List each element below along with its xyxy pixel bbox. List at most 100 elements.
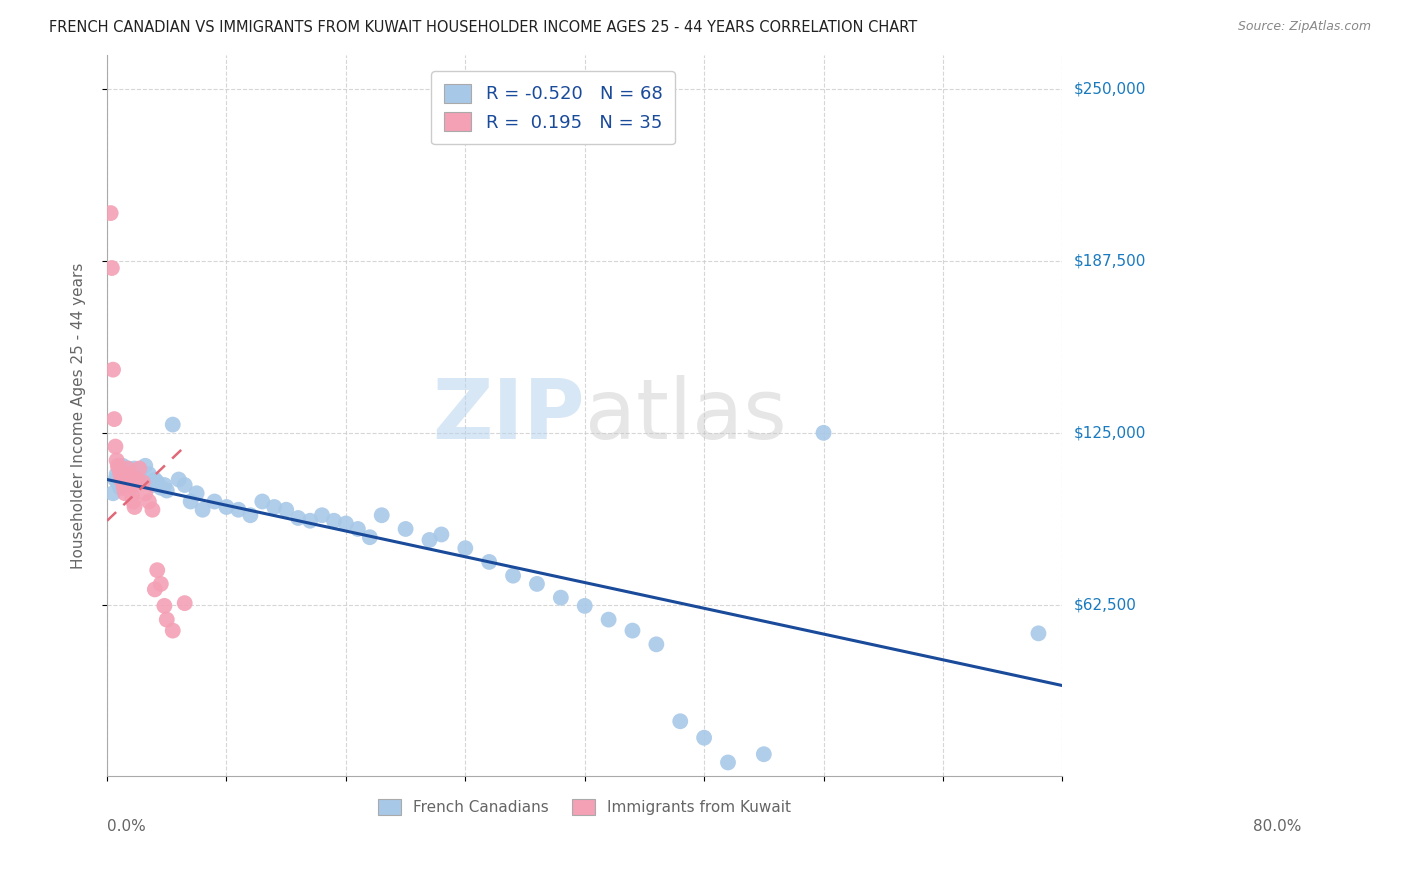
Point [112, 478, 135, 492]
Point [204, 494, 226, 508]
Point [121, 489, 143, 503]
Point [156, 483, 179, 498]
Point [112, 481, 135, 495]
Point [117, 467, 139, 481]
Point [132, 475, 155, 490]
Point [104, 473, 127, 487]
Point [669, 714, 692, 729]
Point [180, 494, 202, 508]
Point [418, 533, 440, 547]
Point [186, 486, 208, 500]
Point [173, 478, 195, 492]
Text: atlas: atlas [585, 376, 786, 456]
Point [359, 530, 381, 544]
Point [108, 461, 131, 475]
Point [141, 502, 163, 516]
Point [478, 555, 501, 569]
Text: 0.0%: 0.0% [107, 820, 146, 834]
Text: FRENCH CANADIAN VS IMMIGRANTS FROM KUWAIT HOUSEHOLDER INCOME AGES 25 - 44 YEARS : FRENCH CANADIAN VS IMMIGRANTS FROM KUWAI… [49, 20, 918, 35]
Point [117, 467, 139, 481]
Point [122, 494, 145, 508]
Point [138, 467, 160, 481]
Point [141, 478, 163, 492]
Point [122, 473, 145, 487]
Point [101, 362, 124, 376]
Point [107, 475, 129, 490]
Point [120, 475, 142, 490]
Point [167, 473, 190, 487]
Point [111, 458, 134, 473]
Text: $62,500: $62,500 [1074, 597, 1136, 612]
Point [115, 473, 138, 487]
Point [173, 596, 195, 610]
Point [105, 467, 128, 481]
Point [215, 500, 238, 514]
Point [1028, 626, 1050, 640]
Point [149, 481, 172, 495]
Point [128, 461, 150, 475]
Point [311, 508, 333, 523]
Y-axis label: Householder Income Ages 25 - 44 years: Householder Income Ages 25 - 44 years [72, 262, 86, 569]
Point [191, 502, 214, 516]
Point [138, 494, 160, 508]
Point [108, 481, 131, 495]
Text: $250,000: $250,000 [1074, 82, 1146, 97]
Point [146, 563, 169, 577]
Point [115, 475, 138, 490]
Point [335, 516, 357, 531]
Point [394, 522, 416, 536]
Point [124, 461, 146, 475]
Point [502, 568, 524, 582]
Text: $125,000: $125,000 [1074, 425, 1146, 441]
Point [114, 473, 136, 487]
Point [110, 473, 132, 487]
Point [693, 731, 716, 745]
Point [117, 461, 139, 475]
Point [156, 613, 179, 627]
Point [105, 453, 128, 467]
Point [228, 502, 250, 516]
Point [118, 475, 141, 490]
Point [104, 440, 127, 454]
Point [103, 412, 125, 426]
Point [101, 260, 124, 275]
Point [114, 486, 136, 500]
Point [132, 475, 155, 490]
Point [108, 461, 131, 475]
Point [125, 473, 148, 487]
Point [143, 582, 166, 597]
Point [134, 486, 156, 500]
Point [299, 514, 322, 528]
Point [813, 425, 835, 440]
Point [125, 473, 148, 487]
Point [153, 599, 176, 613]
Point [128, 467, 150, 481]
Point [162, 417, 184, 432]
Text: $187,500: $187,500 [1074, 253, 1146, 268]
Point [124, 500, 146, 514]
Point [108, 467, 131, 481]
Point [752, 747, 775, 762]
Point [574, 599, 596, 613]
Legend: French Canadians, Immigrants from Kuwait: French Canadians, Immigrants from Kuwait [371, 791, 799, 822]
Point [370, 508, 392, 523]
Point [162, 624, 184, 638]
Point [146, 475, 169, 490]
Point [430, 527, 453, 541]
Point [125, 473, 148, 487]
Point [276, 502, 298, 516]
Point [287, 511, 309, 525]
Point [323, 514, 346, 528]
Point [110, 473, 132, 487]
Point [120, 481, 142, 495]
Point [107, 458, 129, 473]
Point [645, 637, 668, 651]
Point [550, 591, 572, 605]
Point [121, 478, 143, 492]
Point [263, 500, 285, 514]
Point [717, 756, 740, 770]
Point [111, 475, 134, 490]
Point [598, 613, 620, 627]
Point [117, 461, 139, 475]
Text: Source: ZipAtlas.com: Source: ZipAtlas.com [1237, 20, 1371, 33]
